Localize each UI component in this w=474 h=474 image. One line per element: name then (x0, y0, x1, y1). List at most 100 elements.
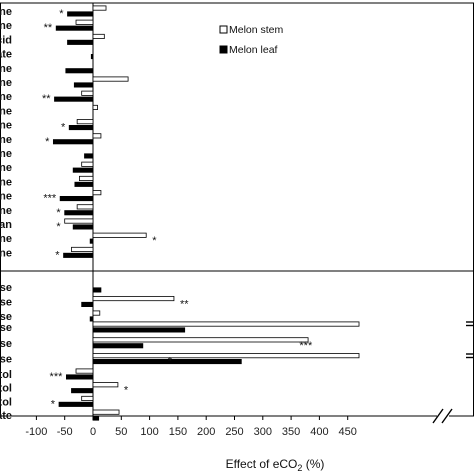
bar-melon-stem (92, 33, 105, 39)
x-tick-label: 250 (225, 426, 243, 438)
legend-swatch-melon-leaf (219, 45, 228, 54)
x-tick-label: 0 (90, 426, 96, 438)
bar-melon-stem (92, 5, 107, 11)
bar-melon-leaf (74, 181, 94, 187)
bar-melon-stem (92, 104, 98, 111)
significance-marker: * (168, 356, 173, 368)
bar-melon-stem (92, 133, 102, 139)
bar-melon-leaf (54, 96, 94, 102)
x-tick-label: -100 (25, 426, 47, 438)
row-label: ne (0, 63, 12, 75)
row-label: se (0, 322, 12, 334)
bar-melon-leaf (92, 415, 100, 421)
bar-melon-leaf (92, 358, 242, 365)
significance-marker: ** (42, 93, 51, 105)
significance-marker: * (45, 136, 50, 148)
row-label: cid (0, 34, 12, 46)
row-label: ne (0, 77, 12, 89)
bar-melon-leaf (58, 401, 94, 407)
bar-melon-stem (92, 382, 119, 388)
bar-melon-leaf (64, 210, 94, 216)
x-tick-label: -50 (57, 426, 73, 438)
bar-melon-leaf (72, 224, 94, 230)
bar-melon-stem (92, 310, 101, 316)
bar-melon-leaf (67, 11, 94, 17)
row-label: se (0, 282, 12, 294)
significance-marker: * (61, 122, 66, 134)
row-label: tol (0, 396, 12, 408)
row-label: ne (0, 120, 12, 132)
bar-melon-leaf (59, 195, 94, 202)
x-tick-label: 50 (115, 426, 127, 438)
significance-marker: ** (180, 299, 189, 311)
significance-marker: * (55, 249, 60, 261)
axis-break-marks (432, 321, 474, 424)
bar-melon-leaf (92, 327, 186, 333)
bar-melon-leaf (63, 252, 94, 258)
row-label: ne (0, 247, 12, 259)
bar-melon-stem (92, 409, 120, 415)
bars-layer (52, 5, 360, 421)
bar-melon-leaf (92, 287, 102, 293)
bar-melon-stem (92, 337, 309, 343)
row-label: ne (0, 148, 12, 160)
row-label: tol (0, 383, 12, 395)
row-label: ne (0, 176, 12, 188)
bar-melon-leaf (81, 301, 94, 307)
significance-marker: * (56, 207, 61, 219)
row-label: ne (0, 162, 12, 174)
row-label: ne (0, 20, 12, 32)
bar-melon-stem (76, 119, 94, 125)
significance-marker: * (59, 8, 64, 20)
row-label: se (0, 297, 12, 309)
bar-melon-leaf (71, 388, 94, 394)
significance-marker: * (152, 235, 157, 247)
bar-melon-stem (81, 395, 94, 401)
legend-label-melon-stem: Melon stem (229, 24, 284, 36)
legend-swatch-melon-stem (219, 25, 228, 34)
row-label: ne (0, 134, 12, 146)
x-tick-label: 100 (140, 426, 158, 438)
bar-melon-leaf (89, 316, 94, 322)
row-label: ate (0, 49, 12, 61)
bar-melon-leaf (67, 39, 94, 45)
bar-melon-stem (64, 218, 94, 224)
row-label: ne (0, 191, 12, 203)
bar-melon-stem (75, 19, 94, 25)
x-tick-label: 150 (169, 426, 187, 438)
x-tick-label: 450 (339, 426, 357, 438)
significance-marker: *** (50, 371, 64, 383)
bar-melon-stem (92, 190, 102, 196)
legend-label-melon-leaf: Melon leaf (229, 44, 278, 56)
bar-melon-leaf (89, 238, 94, 244)
bar-melon-stem (92, 321, 360, 327)
significance-marker: *** (299, 340, 313, 352)
row-label: ne (0, 233, 12, 245)
bar-melon-stem (92, 295, 175, 302)
x-axis: -100 -50 0 50 100 150 200 250 300 350 400 450 (25, 321, 474, 438)
bar-melon-stem (92, 232, 147, 238)
row-label: tol (0, 369, 12, 381)
row-label: se (0, 338, 12, 350)
bar-melon-stem (81, 90, 94, 96)
x-tick-label: 400 (310, 426, 328, 438)
bar-melon-leaf (84, 153, 94, 159)
bar-melon-leaf (72, 167, 94, 173)
bar-melon-stem (81, 161, 94, 167)
x-tick-label: 350 (282, 426, 300, 438)
bar-melon-leaf (90, 54, 94, 60)
row-label: ate (0, 410, 12, 422)
bar-melon-stem (71, 246, 94, 253)
significance-marker: * (124, 385, 129, 397)
row-label: an (0, 219, 12, 231)
row-label: se (0, 354, 12, 366)
x-axis-title: Effect of eCO2 (%) (226, 457, 325, 473)
significance-marker: * (56, 221, 61, 233)
bar-melon-leaf (55, 25, 94, 31)
row-label: ne (0, 205, 12, 217)
bar-melon-leaf (68, 125, 94, 131)
bar-melon-leaf (65, 68, 94, 74)
significance-marker: * (51, 398, 56, 410)
significance-marker: ** (44, 22, 53, 34)
